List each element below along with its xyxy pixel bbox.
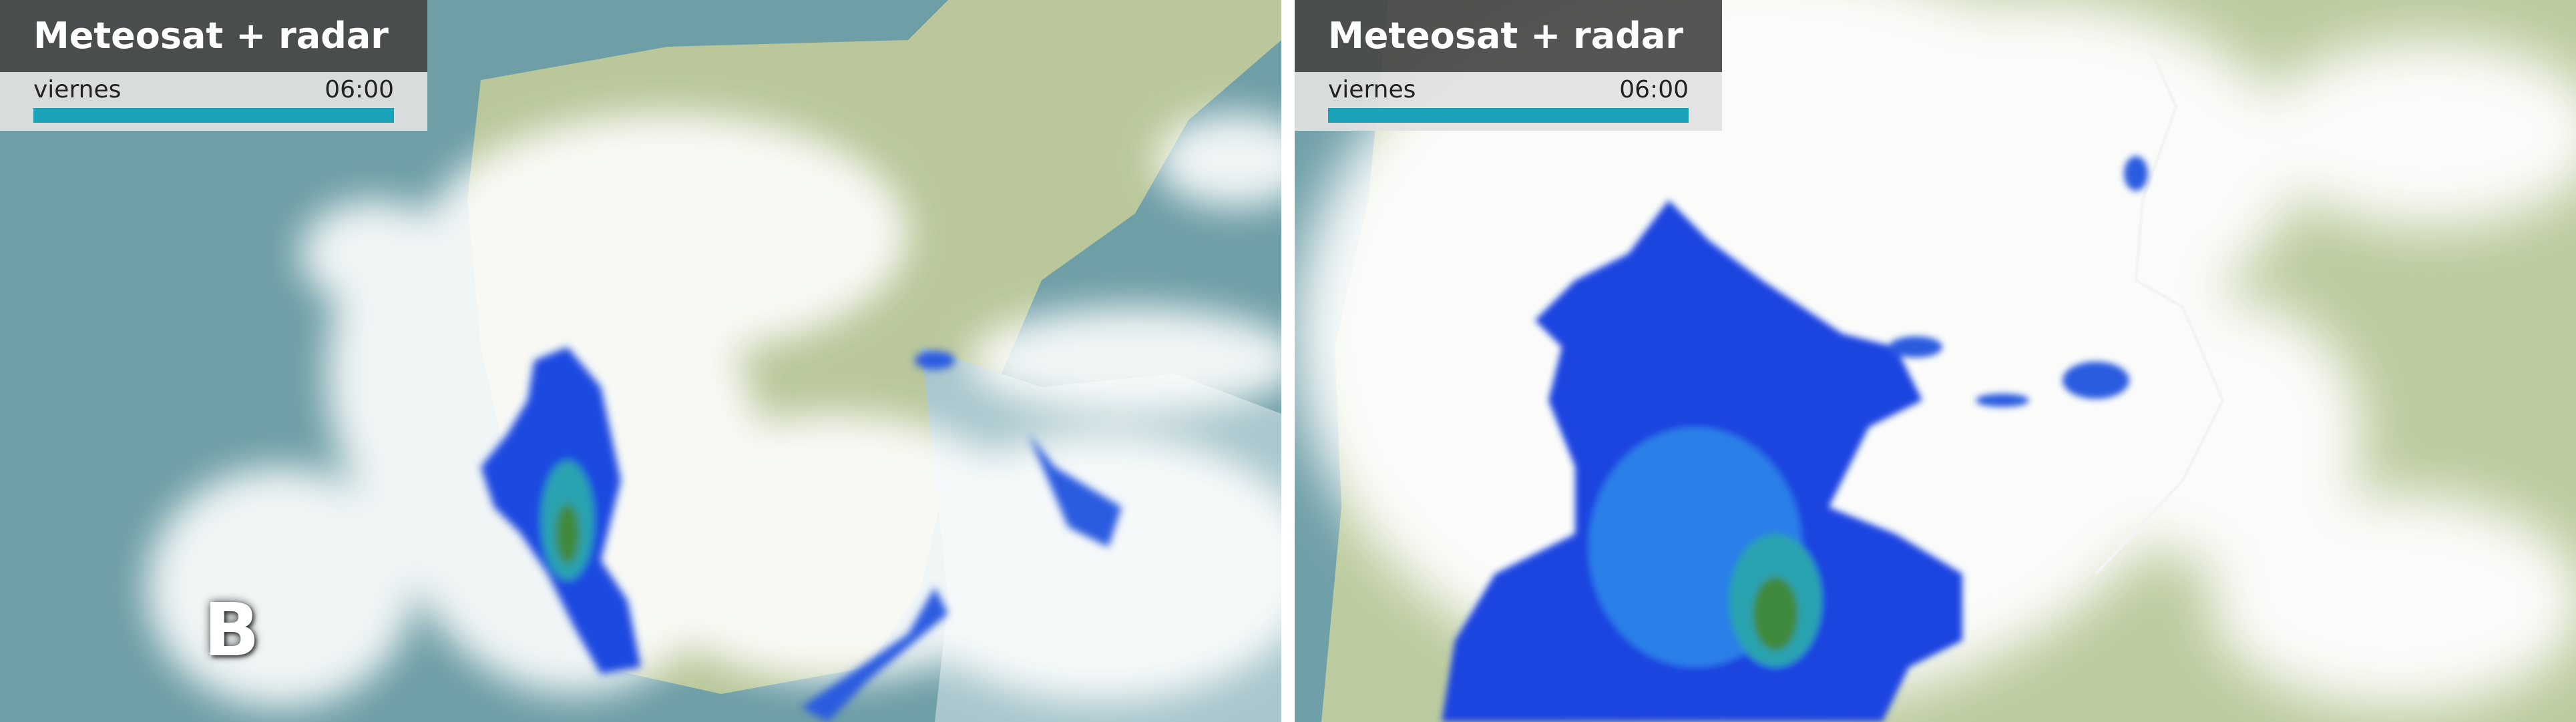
map <box>1295 0 2576 722</box>
day-label: viernes <box>33 76 122 103</box>
panel-title: Meteosat + radar <box>0 0 427 72</box>
time-box: viernes 06:00 <box>0 72 427 131</box>
map-panel: Meteosat + radar viernes 06:00 <box>1295 0 2576 722</box>
panel-label: B <box>204 587 260 673</box>
time-label: 06:00 <box>1619 76 1689 103</box>
map-panel: Meteosat + radar viernes 06:00 B <box>0 0 1281 722</box>
border <box>2095 45 2225 575</box>
map <box>0 0 1281 722</box>
progress-bar <box>33 108 394 123</box>
radar <box>1442 156 2148 722</box>
radar <box>481 347 1122 722</box>
progress-bar <box>1328 108 1689 123</box>
time-label: 06:00 <box>325 76 394 103</box>
day-label: viernes <box>1328 76 1416 103</box>
time-box: viernes 06:00 <box>1295 72 1722 131</box>
panel-title: Meteosat + radar <box>1295 0 1722 72</box>
